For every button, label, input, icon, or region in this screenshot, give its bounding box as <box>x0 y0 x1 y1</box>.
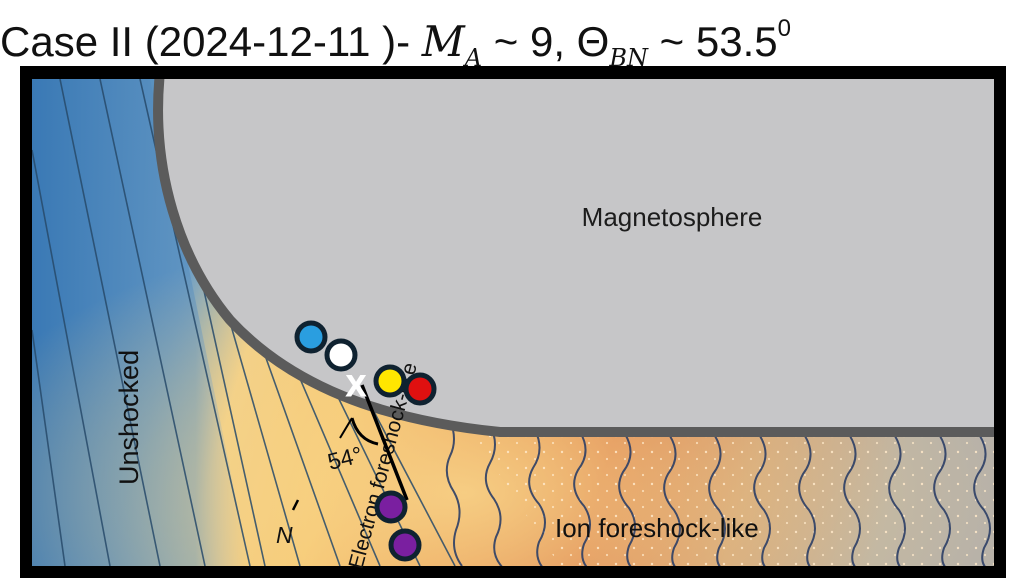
theta-symbol: Θ <box>576 18 610 65</box>
magnetosphere-label: Magnetosphere <box>582 202 763 232</box>
normal-dash <box>291 499 300 511</box>
shock-diagram: Magnetosphere Unshocked Electron foresho… <box>20 66 1006 578</box>
angle-ray <box>339 417 353 439</box>
mach-subscript: A <box>464 44 483 72</box>
ion-foreshock-texture <box>470 430 994 566</box>
marker-cyan <box>294 320 328 354</box>
marker-yellow <box>373 364 407 398</box>
angle-arc <box>350 417 379 446</box>
marker-white <box>324 338 358 372</box>
marker-purple-1 <box>374 490 408 524</box>
figure-title: Case II (2024-12-11 )- MA ~ 9, ΘBN ~ 53.… <box>0 2 1024 72</box>
title-prefix: Case II (2024-12-11 )- <box>0 18 422 65</box>
mach-value: ~ 9, <box>482 18 577 65</box>
wavy-field-lines <box>445 419 991 566</box>
unshocked-label: Unshocked <box>114 350 144 485</box>
marker-red <box>403 372 437 406</box>
x-marker: X <box>346 370 366 403</box>
observation-markers <box>294 320 437 562</box>
shock-normal-line <box>360 384 409 501</box>
normal-label: N <box>276 522 293 548</box>
marker-purple-2 <box>388 528 422 562</box>
theta-value: ~ 53.5 <box>647 18 778 65</box>
ion-foreshock-label: Ion foreshock-like <box>555 513 759 543</box>
mach-symbol: M <box>421 17 465 66</box>
theta-superscript: 0 <box>777 15 791 42</box>
magnetosphere <box>153 79 994 437</box>
